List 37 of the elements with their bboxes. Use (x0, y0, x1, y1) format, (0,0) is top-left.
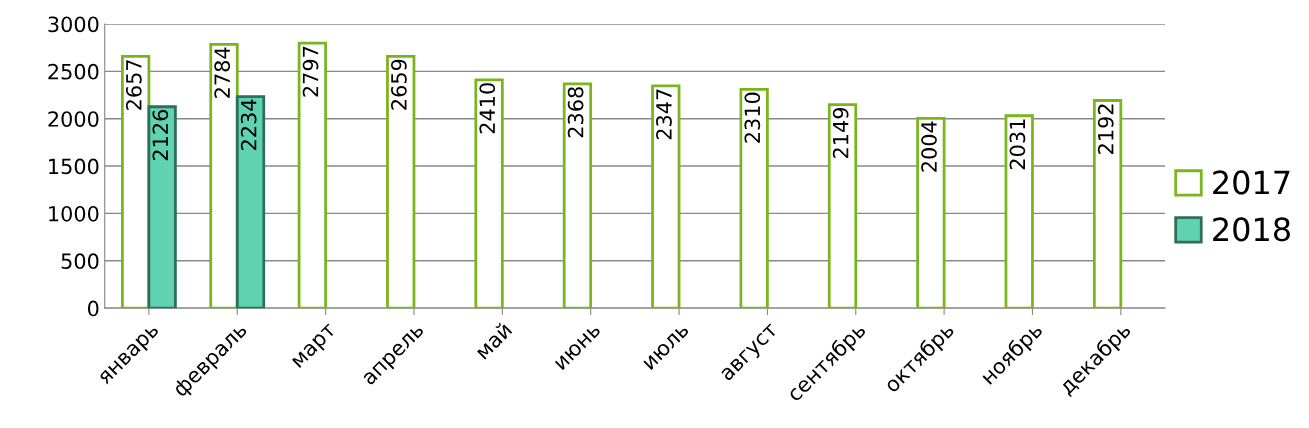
y-tick-label: 500 (61, 253, 99, 270)
bar (916, 116, 946, 309)
data-label: 2310 (744, 92, 761, 143)
bar (651, 84, 681, 309)
bar (827, 103, 858, 309)
y-tick-label: 1500 (49, 158, 99, 175)
data-label: 2368 (567, 87, 584, 138)
bar (1004, 114, 1034, 309)
data-label: 2657 (125, 60, 142, 110)
y-tick-label: 0 (87, 300, 99, 317)
data-label: 2192 (1097, 104, 1114, 154)
bar (474, 78, 504, 309)
data-label: 2004 (921, 121, 937, 172)
bar (562, 82, 593, 309)
data-label: 2149 (832, 107, 849, 158)
y-tick-label: 3000 (48, 16, 99, 33)
bar (147, 105, 177, 309)
data-label: 2126 (152, 109, 169, 161)
bar (1092, 99, 1123, 309)
bar (121, 55, 151, 309)
legend-label: 2018 (1213, 217, 1290, 242)
bar (297, 41, 327, 309)
data-label: 2659 (391, 59, 407, 110)
bar (386, 54, 416, 309)
data-label: 2234 (240, 99, 257, 150)
data-label: 2031 (1009, 119, 1026, 170)
data-label: 2410 (479, 83, 496, 134)
y-tick-label: 2000 (48, 111, 99, 127)
data-label: 2784 (214, 47, 231, 98)
bar (209, 43, 239, 309)
bar (235, 95, 266, 309)
y-tick-label: 1000 (49, 205, 99, 222)
data-label: 2797 (302, 46, 319, 97)
data-label: 2347 (656, 89, 672, 140)
bar (739, 87, 769, 309)
y-tick-label: 2500 (48, 63, 99, 80)
legend-label: 2017 (1213, 170, 1290, 195)
